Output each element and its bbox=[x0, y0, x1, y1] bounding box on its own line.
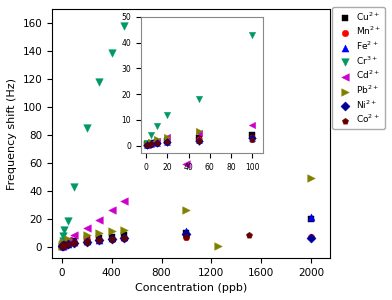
Point bbox=[61, 239, 67, 244]
Point bbox=[65, 241, 71, 245]
Point bbox=[71, 233, 78, 238]
Point bbox=[60, 243, 66, 248]
Point bbox=[65, 242, 71, 247]
Point bbox=[61, 242, 67, 247]
Point bbox=[121, 227, 127, 232]
Point bbox=[59, 244, 65, 249]
Point bbox=[60, 243, 66, 248]
Point bbox=[83, 238, 90, 243]
Point bbox=[183, 208, 190, 213]
Point bbox=[109, 236, 115, 241]
Point bbox=[60, 244, 66, 248]
Point bbox=[59, 244, 65, 248]
X-axis label: Concentration (ppb): Concentration (ppb) bbox=[134, 283, 247, 293]
Point bbox=[183, 234, 190, 239]
Point bbox=[65, 240, 71, 245]
Point bbox=[59, 244, 65, 248]
Point bbox=[60, 242, 66, 246]
Point bbox=[96, 237, 102, 242]
Point bbox=[59, 244, 65, 248]
Point bbox=[214, 244, 221, 248]
Point bbox=[61, 242, 67, 247]
Point bbox=[71, 184, 78, 189]
Point bbox=[245, 118, 252, 123]
Point bbox=[308, 215, 314, 220]
Point bbox=[61, 227, 67, 232]
Point bbox=[121, 235, 127, 240]
Point bbox=[71, 238, 78, 243]
Point bbox=[59, 243, 65, 248]
Point bbox=[96, 230, 102, 235]
Point bbox=[109, 236, 115, 241]
Point bbox=[83, 236, 90, 241]
Point bbox=[183, 229, 190, 234]
Point bbox=[59, 244, 65, 249]
Point bbox=[183, 234, 190, 239]
Point bbox=[83, 233, 90, 238]
Point bbox=[96, 238, 102, 243]
Point bbox=[65, 236, 71, 241]
Point bbox=[65, 241, 71, 246]
Point bbox=[60, 234, 66, 239]
Point bbox=[83, 226, 90, 231]
Point bbox=[121, 233, 127, 238]
Point bbox=[59, 244, 65, 249]
Point bbox=[121, 234, 127, 239]
Point bbox=[60, 243, 66, 248]
Point bbox=[83, 125, 90, 130]
Point bbox=[60, 243, 66, 248]
Point bbox=[109, 236, 115, 241]
Point bbox=[121, 198, 127, 203]
Point bbox=[71, 240, 78, 245]
Point bbox=[60, 243, 66, 248]
Point bbox=[83, 239, 90, 244]
Point bbox=[61, 239, 67, 244]
Point bbox=[61, 242, 67, 246]
Point bbox=[65, 237, 71, 242]
Point bbox=[60, 243, 66, 248]
Point bbox=[308, 176, 314, 181]
Point bbox=[60, 243, 66, 248]
Point bbox=[83, 239, 90, 244]
Point bbox=[60, 242, 66, 247]
Point bbox=[121, 235, 127, 240]
Point bbox=[109, 236, 115, 241]
Point bbox=[308, 236, 314, 241]
Point bbox=[109, 229, 115, 234]
Point bbox=[96, 238, 102, 243]
Point bbox=[183, 232, 190, 236]
Point bbox=[109, 50, 115, 55]
Point bbox=[61, 242, 67, 247]
Point bbox=[71, 241, 78, 246]
Point bbox=[60, 241, 66, 245]
Point bbox=[183, 230, 190, 235]
Point bbox=[83, 238, 90, 243]
Point bbox=[71, 239, 78, 244]
Legend: Cu$^{2+}$, Mn$^{2+}$, Fe$^{2+}$, Cr$^{3+}$, Cd$^{2+}$, Pb$^{2+}$, Ni$^{2+}$, Co$: Cu$^{2+}$, Mn$^{2+}$, Fe$^{2+}$, Cr$^{3+… bbox=[332, 7, 385, 129]
Point bbox=[96, 237, 102, 242]
Point bbox=[59, 244, 65, 249]
Point bbox=[245, 233, 252, 238]
Point bbox=[60, 243, 66, 248]
Point bbox=[121, 24, 127, 28]
Point bbox=[183, 162, 190, 167]
Point bbox=[121, 235, 127, 240]
Point bbox=[60, 244, 66, 248]
Point bbox=[109, 234, 115, 239]
Point bbox=[96, 80, 102, 84]
Point bbox=[65, 219, 71, 224]
Point bbox=[308, 234, 314, 239]
Point bbox=[308, 216, 314, 221]
Y-axis label: Frequency shift (Hz): Frequency shift (Hz) bbox=[7, 77, 17, 190]
Point bbox=[65, 242, 71, 246]
Point bbox=[96, 235, 102, 240]
Point bbox=[61, 242, 67, 247]
Point bbox=[71, 240, 78, 245]
Point bbox=[60, 242, 66, 247]
Point bbox=[60, 238, 66, 243]
Point bbox=[109, 208, 115, 213]
Point bbox=[96, 218, 102, 223]
